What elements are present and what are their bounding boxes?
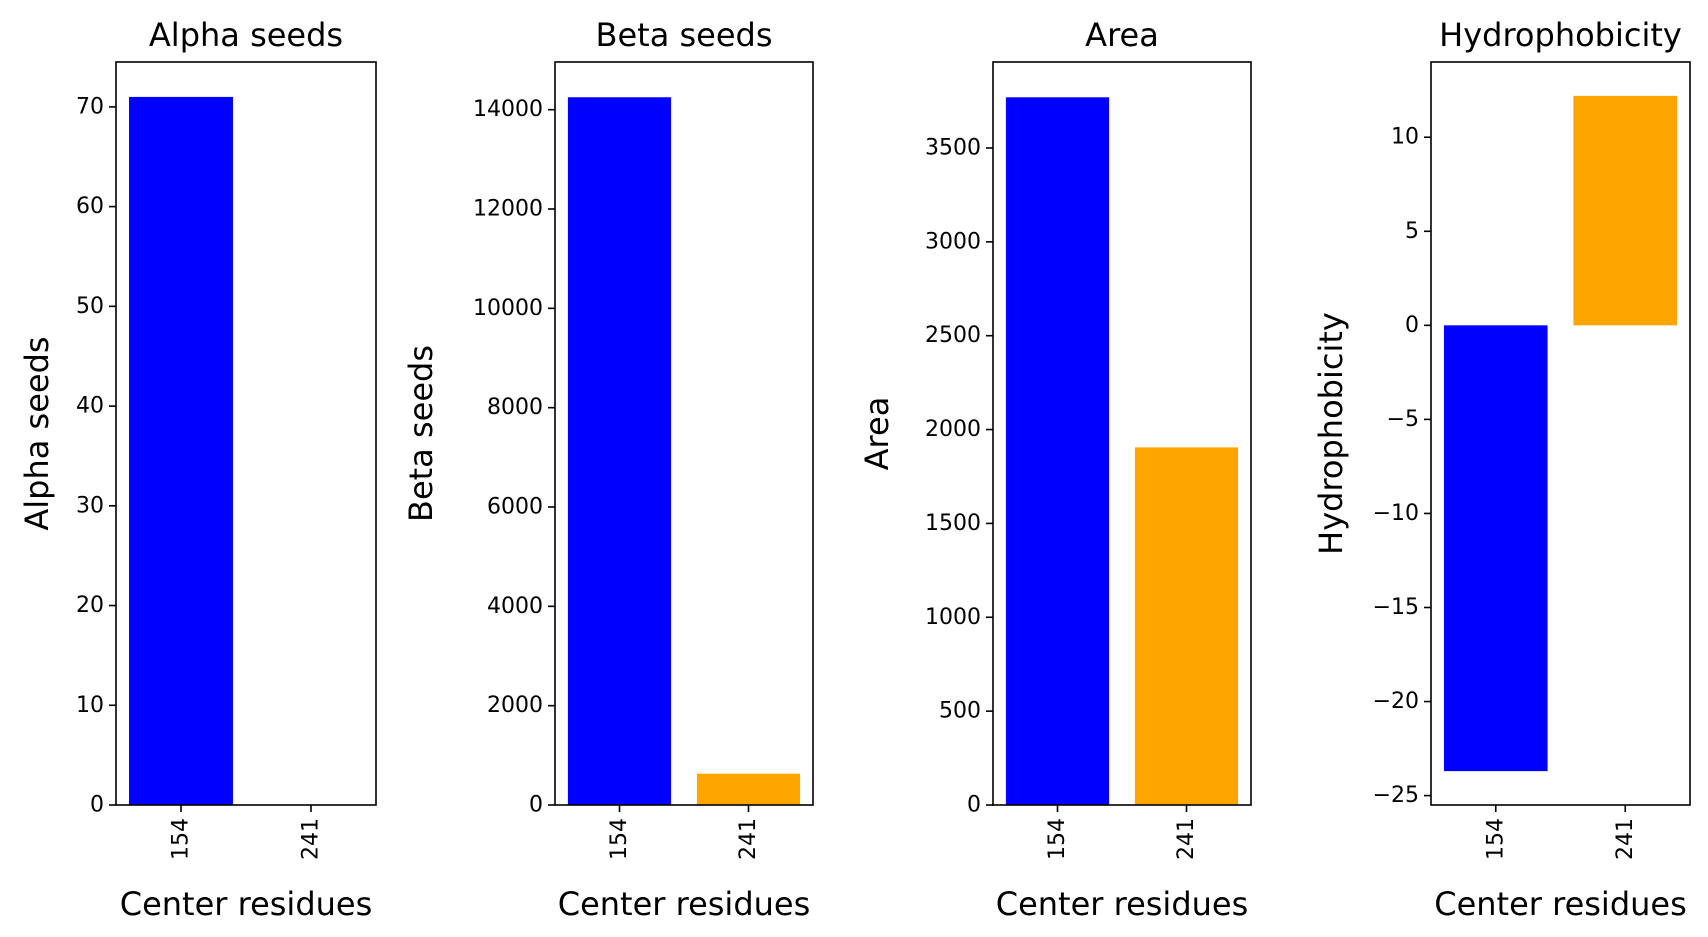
y-tick-label: 0 bbox=[90, 793, 104, 818]
y-tick-label: 500 bbox=[939, 699, 981, 724]
bar-154 bbox=[1443, 325, 1548, 772]
y-tick-label: 4000 bbox=[487, 594, 543, 619]
y-axis-label: Alpha seeds bbox=[18, 336, 56, 530]
y-axis-label: Hydrophobicity bbox=[1312, 312, 1350, 555]
x-tick-label-154: 154 bbox=[1483, 818, 1508, 860]
panel-alpha-seeds: 0 10 20 30 40 50 60 70 154 241 Alpha seeds Center r… bbox=[18, 16, 377, 923]
y-tick-label: 2500 bbox=[925, 323, 981, 348]
y-tick-label: 0 bbox=[1405, 313, 1419, 338]
x-tick-label-241: 241 bbox=[736, 818, 761, 860]
y-tick-label: 0 bbox=[967, 793, 981, 818]
axes-frame bbox=[115, 61, 377, 806]
bar-241 bbox=[696, 773, 801, 805]
panel-hydrophobicity: −25 −20 −15 −10 −5 0 5 10 154 241 Hydrophobicity Ce… bbox=[1312, 16, 1691, 923]
x-tick-label-154: 154 bbox=[1045, 818, 1070, 860]
y-tick-label: −25 bbox=[1373, 783, 1419, 808]
y-tick-label: −15 bbox=[1373, 595, 1419, 620]
y-tick-label: 3000 bbox=[925, 229, 981, 254]
y-tick-label: 60 bbox=[76, 194, 104, 219]
y-tick-label: 2000 bbox=[925, 417, 981, 442]
axes-frame bbox=[1430, 61, 1691, 806]
y-tick-label: 6000 bbox=[487, 495, 543, 520]
x-tick-label-241: 241 bbox=[299, 818, 324, 860]
y-tick-label: 1000 bbox=[925, 605, 981, 630]
panel-title-hydrophobicity: Hydrophobicity bbox=[1439, 16, 1682, 54]
y-tick-label: −20 bbox=[1373, 689, 1419, 714]
axes-frame bbox=[554, 61, 814, 806]
x-axis-label: Center residues bbox=[558, 885, 811, 923]
panel-title-alpha-seeds: Alpha seeds bbox=[149, 16, 343, 54]
y-tick-label: 14000 bbox=[473, 97, 543, 122]
panel-area: 0 500 1000 1500 2000 2500 3000 3500 154 241 Area Ce… bbox=[858, 16, 1252, 923]
x-tick-label-241: 241 bbox=[1174, 818, 1199, 860]
panel-beta-seeds: 0 2000 4000 6000 8000 10000 12000 14000 154 241 Be… bbox=[402, 16, 814, 923]
axes-frame bbox=[992, 61, 1252, 806]
bar-154 bbox=[1005, 97, 1110, 806]
y-tick-label: 30 bbox=[76, 493, 104, 518]
x-tick-label-154: 154 bbox=[169, 818, 194, 860]
y-tick-label: 0 bbox=[529, 793, 543, 818]
y-tick-label: 50 bbox=[76, 294, 104, 319]
y-tick-label: 20 bbox=[76, 593, 104, 618]
y-tick-label: 10 bbox=[1391, 125, 1419, 150]
bar-241 bbox=[1573, 95, 1678, 326]
y-tick-label: 10000 bbox=[473, 296, 543, 321]
y-tick-label: 12000 bbox=[473, 197, 543, 222]
y-tick-label: 10 bbox=[76, 693, 104, 718]
x-axis-label: Center residues bbox=[996, 885, 1249, 923]
panel-title-beta-seeds: Beta seeds bbox=[596, 16, 773, 54]
bar-154 bbox=[567, 97, 672, 805]
x-axis-label: Center residues bbox=[120, 885, 373, 923]
y-tick-label: 2000 bbox=[487, 693, 543, 718]
y-tick-label: 70 bbox=[76, 94, 104, 119]
x-tick-label-154: 154 bbox=[607, 818, 632, 860]
x-tick-label-241: 241 bbox=[1613, 818, 1638, 860]
bar-154 bbox=[129, 96, 233, 805]
y-tick-label: 3500 bbox=[925, 135, 981, 160]
y-tick-label: 5 bbox=[1405, 219, 1419, 244]
y-axis-label: Area bbox=[858, 397, 896, 471]
bar-241 bbox=[1134, 447, 1239, 805]
y-tick-label: 40 bbox=[76, 394, 104, 419]
y-tick-label: −10 bbox=[1373, 501, 1419, 526]
y-tick-label: −5 bbox=[1387, 407, 1419, 432]
y-axis-label: Beta seeds bbox=[402, 345, 440, 522]
panel-title-area: Area bbox=[1085, 16, 1159, 54]
y-tick-label: 8000 bbox=[487, 395, 543, 420]
y-tick-label: 1500 bbox=[925, 511, 981, 536]
x-axis-label: Center residues bbox=[1434, 885, 1687, 923]
